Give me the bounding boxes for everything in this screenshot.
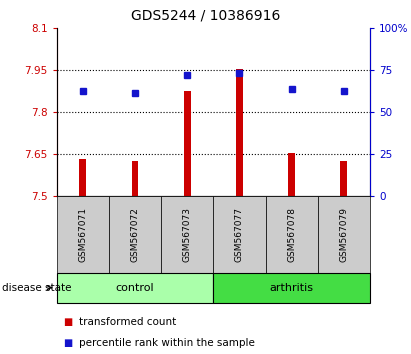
Text: GSM567071: GSM567071 <box>79 207 87 262</box>
Bar <box>132 161 139 196</box>
Text: GDS5244 / 10386916: GDS5244 / 10386916 <box>131 9 280 23</box>
Bar <box>236 69 243 196</box>
Text: GSM567073: GSM567073 <box>183 207 192 262</box>
Text: GSM567078: GSM567078 <box>287 207 296 262</box>
Text: ■: ■ <box>63 317 72 327</box>
Text: control: control <box>116 282 154 293</box>
Text: GSM567072: GSM567072 <box>131 207 139 262</box>
Bar <box>288 153 295 196</box>
Bar <box>340 161 347 196</box>
Text: arthritis: arthritis <box>270 282 314 293</box>
Bar <box>184 91 191 196</box>
Bar <box>79 159 86 196</box>
Text: GSM567079: GSM567079 <box>339 207 348 262</box>
Text: ■: ■ <box>63 338 72 348</box>
Text: GSM567077: GSM567077 <box>235 207 244 262</box>
Text: disease state: disease state <box>2 282 72 293</box>
Text: percentile rank within the sample: percentile rank within the sample <box>79 338 255 348</box>
Text: transformed count: transformed count <box>79 317 177 327</box>
